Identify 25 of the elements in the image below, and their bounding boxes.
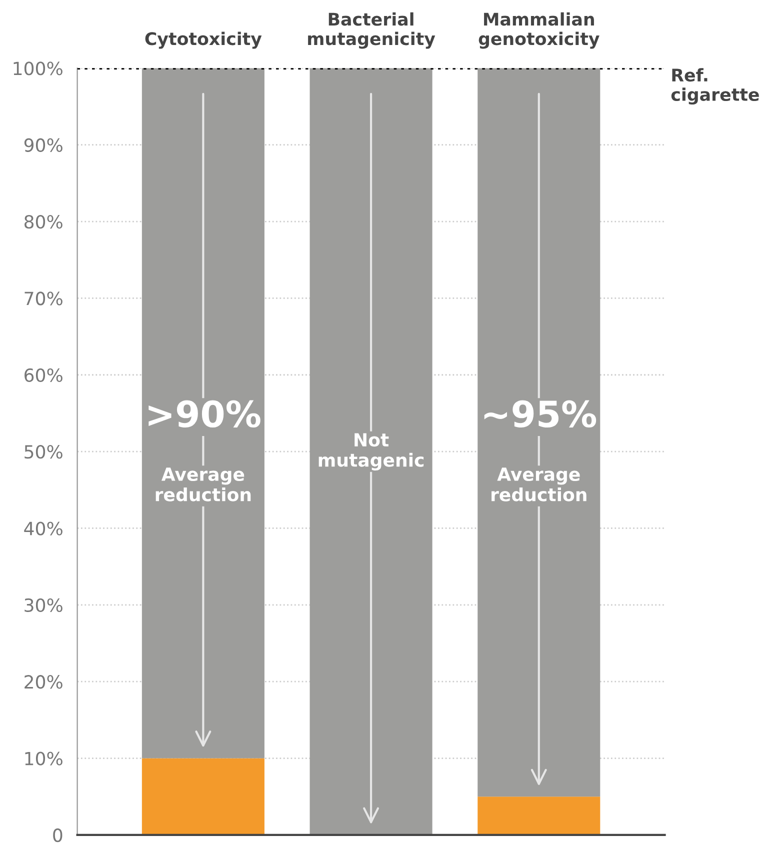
y-tick-label: 70% xyxy=(24,292,62,306)
annotation: Not mutagenic xyxy=(318,433,424,470)
annotation: ~95% xyxy=(484,400,596,428)
bar xyxy=(478,68,600,797)
annotation: >90% xyxy=(148,400,260,428)
y-tick-label: 30% xyxy=(24,598,62,612)
y-tick-label: 100% xyxy=(14,62,62,76)
y-tick-label: 0 xyxy=(53,828,62,842)
y-tick-label: 50% xyxy=(24,445,62,459)
annotation: Average reduction xyxy=(492,468,586,502)
y-tick-label: 80% xyxy=(24,214,62,229)
annotation: Average reduction xyxy=(156,468,251,502)
bar xyxy=(310,68,432,835)
bar xyxy=(478,796,600,835)
x-tick-label: Mammalian genotoxicity xyxy=(478,12,600,49)
x-tick-label: Cytotoxicity xyxy=(145,32,262,49)
x-tick-label: Bacterial mutagenicity xyxy=(308,12,436,49)
y-tick-label: 10% xyxy=(25,752,62,766)
ref-line-label: Ref. cigarette xyxy=(671,68,759,105)
y-tick-label: 40% xyxy=(24,522,62,536)
y-tick-label: 60% xyxy=(24,368,62,382)
y-tick-label: 20% xyxy=(24,675,62,689)
y-tick-label: 90% xyxy=(24,138,62,152)
bar xyxy=(142,68,264,758)
bar xyxy=(142,758,264,835)
